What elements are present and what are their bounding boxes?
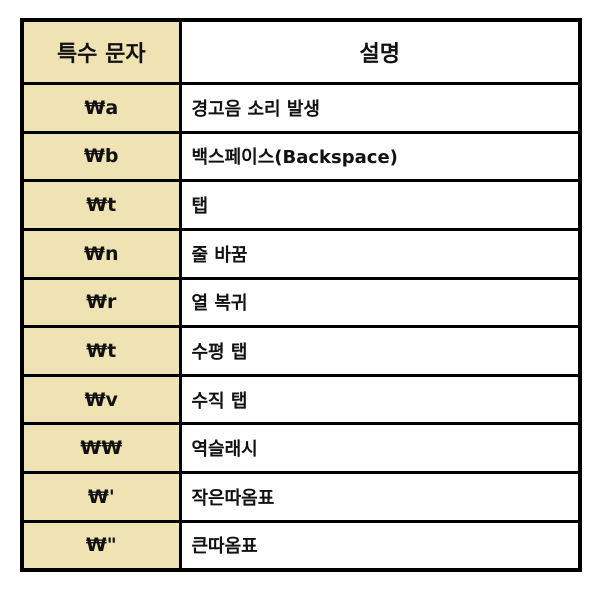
escape-char-cell: ₩r bbox=[20, 276, 182, 329]
escape-char-cell: ₩t bbox=[20, 325, 182, 377]
escape-char-cell: ₩' bbox=[20, 471, 182, 523]
escape-char-cell: ₩" bbox=[20, 519, 182, 572]
table-row: ₩r 열 복귀 bbox=[20, 276, 582, 329]
description-cell: 수직 탭 bbox=[178, 373, 582, 426]
description-cell: 작은따옴표 bbox=[178, 471, 582, 523]
table-row: ₩t 수평 탭 bbox=[20, 325, 582, 377]
escape-char-cell: ₩n bbox=[20, 227, 182, 280]
description-cell: 경고음 소리 발생 bbox=[178, 82, 582, 134]
escape-char-cell: ₩b bbox=[20, 130, 182, 183]
description-cell: 수평 탭 bbox=[178, 325, 582, 377]
escape-char-cell: ₩a bbox=[20, 82, 182, 134]
description-cell: 백스페이스(Backspace) bbox=[178, 130, 582, 183]
table-row: ₩t 탭 bbox=[20, 179, 582, 231]
table-row: ₩₩ 역슬래시 bbox=[20, 422, 582, 475]
table-row: ₩n 줄 바꿈 bbox=[20, 227, 582, 280]
table-row: ₩' 작은따옴표 bbox=[20, 471, 582, 523]
table-row: ₩b 백스페이스(Backspace) bbox=[20, 130, 582, 183]
description-cell: 탭 bbox=[178, 179, 582, 231]
escape-char-cell: ₩₩ bbox=[20, 422, 182, 475]
description-cell: 역슬래시 bbox=[178, 422, 582, 475]
description-cell: 큰따옴표 bbox=[178, 519, 582, 572]
table-row: ₩" 큰따옴표 bbox=[20, 519, 582, 572]
escape-char-cell: ₩t bbox=[20, 179, 182, 231]
table-header-row: 특수 문자 설명 bbox=[20, 18, 582, 85]
header-description: 설명 bbox=[178, 18, 582, 85]
escape-sequence-table: 특수 문자 설명 ₩a 경고음 소리 발생 ₩b 백스페이스(Backspace… bbox=[20, 18, 582, 572]
escape-char-cell: ₩v bbox=[20, 373, 182, 426]
header-special-char: 특수 문자 bbox=[20, 18, 182, 85]
description-cell: 줄 바꿈 bbox=[178, 227, 582, 280]
description-cell: 열 복귀 bbox=[178, 276, 582, 329]
table-row: ₩v 수직 탭 bbox=[20, 373, 582, 426]
table-row: ₩a 경고음 소리 발생 bbox=[20, 82, 582, 134]
